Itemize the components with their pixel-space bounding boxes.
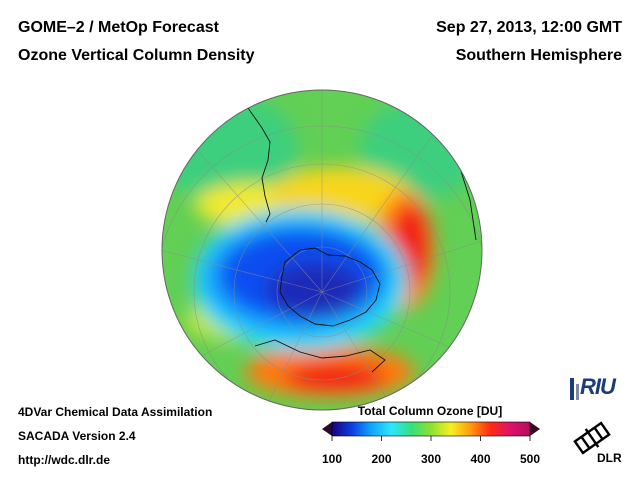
colorbar-tick-label: 100 (321, 452, 343, 466)
colorbar-tick-label: 500 (519, 452, 541, 466)
dlr-logo-text: DLR (597, 451, 622, 465)
antarctica-coast (279, 247, 381, 327)
dlr-logo-mark (573, 421, 611, 455)
colorbar-over-arrow (530, 422, 540, 436)
globe (161, 89, 483, 411)
colorbar-tick-label: 300 (420, 452, 442, 466)
footer-version: SACADA Version 2.4 (18, 429, 136, 443)
riu-logo: RIU (580, 374, 616, 399)
colorbar-tick-label: 400 (470, 452, 491, 466)
riu-logo-mark (570, 378, 579, 400)
colorbar-under-arrow (322, 422, 332, 436)
south-america-coast (231, 90, 271, 223)
australia-coast (254, 339, 386, 373)
colorbar-bar (331, 421, 531, 437)
footer-method: 4DVar Chemical Data Assimilation (18, 405, 213, 419)
globe-outline (161, 89, 483, 411)
colorbar (322, 421, 540, 441)
colorbar-tick-marks (331, 436, 531, 441)
hemisphere-label: Southern Hemisphere (455, 47, 622, 64)
footer-url[interactable]: http://wdc.dlr.de (18, 453, 110, 467)
map-subtitle: Ozone Vertical Column Density (18, 47, 255, 64)
forecast-title: GOME–2 / MetOp Forecast (18, 19, 219, 36)
colorbar-tick-label: 200 (371, 452, 392, 466)
forecast-datetime: Sep 27, 2013, 12:00 GMT (436, 19, 622, 36)
colorbar-title: Total Column Ozone [DU] (357, 404, 503, 418)
